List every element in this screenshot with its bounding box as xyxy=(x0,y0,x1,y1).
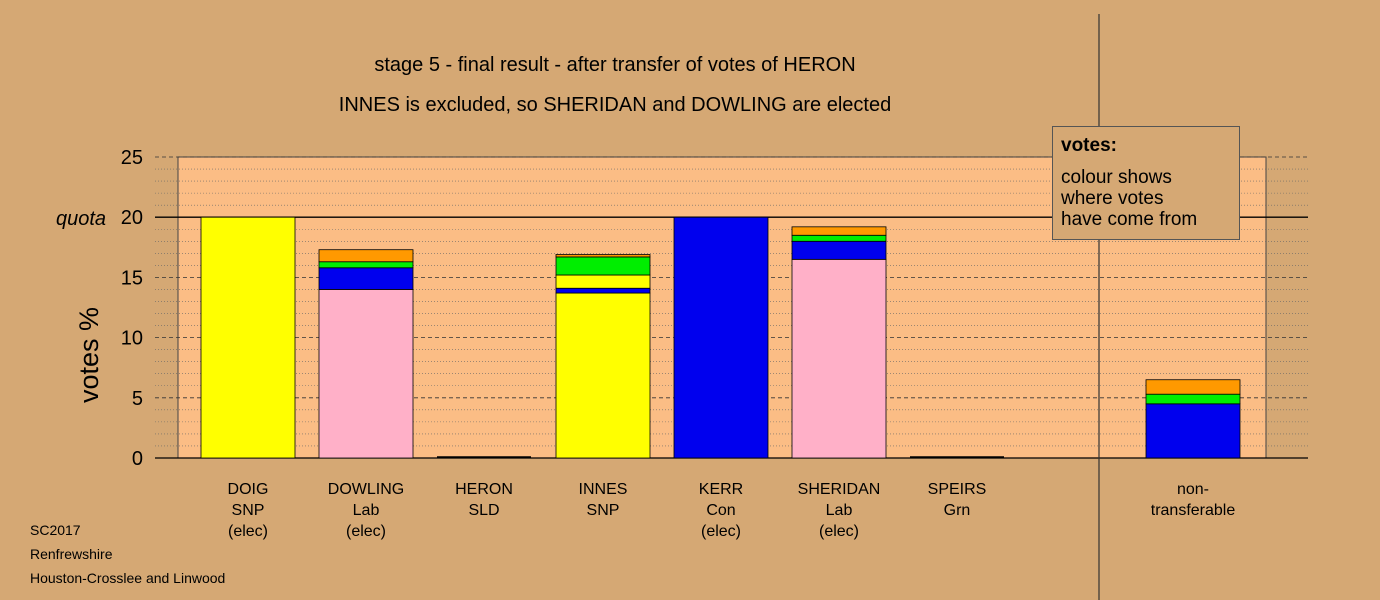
x-tick-label: transferable xyxy=(1151,502,1236,519)
chart-title: stage 5 - final result - after transfer … xyxy=(374,54,856,76)
bar-segment-grn xyxy=(791,234,887,242)
y-tick-label: 5 xyxy=(132,388,143,410)
x-tick-label: Con xyxy=(706,502,735,519)
legend-title: votes: xyxy=(1061,135,1117,156)
y-tick-label: 20 xyxy=(121,207,143,229)
x-tick-label: SNP xyxy=(232,502,265,519)
bar-segment-snp xyxy=(555,274,651,289)
bar-segment-lab xyxy=(791,258,887,459)
footer-council: Renfrewshire xyxy=(30,546,113,562)
x-tick-label: (elec) xyxy=(819,523,859,540)
quota-label: quota xyxy=(56,208,106,230)
bar-segment-sld xyxy=(791,226,887,236)
footer-ward: Houston-Crosslee and Linwood xyxy=(30,570,226,586)
legend-line: where votes xyxy=(1061,188,1164,209)
legend-line: have come from xyxy=(1061,209,1198,230)
x-tick-label: INNES xyxy=(579,481,628,498)
x-tick-label: (elec) xyxy=(346,523,386,540)
bar-segment-con xyxy=(791,240,887,260)
x-tick-label: SHERIDAN xyxy=(798,481,881,498)
x-tick-label: HERON xyxy=(455,481,513,498)
x-tick-label: DOIG xyxy=(228,481,269,498)
y-axis-label: votes % xyxy=(74,307,104,403)
x-tick-label: SNP xyxy=(587,502,620,519)
bar-segment-snp xyxy=(200,216,296,459)
bar-segment-snp xyxy=(555,292,651,459)
legend-line: colour shows xyxy=(1061,167,1172,188)
x-tick-label: Lab xyxy=(353,502,380,519)
y-tick-label: 0 xyxy=(132,448,143,470)
bar-segment-con xyxy=(555,287,651,294)
bar-segment-sld xyxy=(318,249,414,263)
bar-segment-sld xyxy=(555,254,651,258)
legend-box: votes: colour shows where votes have com… xyxy=(1052,126,1240,240)
y-tick-label: 15 xyxy=(121,267,143,289)
x-tick-label: Lab xyxy=(826,502,853,519)
y-tick-label: 25 xyxy=(121,147,143,169)
x-tick-label: SPEIRS xyxy=(928,481,987,498)
bar-segment-sld xyxy=(1145,379,1241,395)
bar-segment-lab xyxy=(318,289,414,459)
footer-election: SC2017 xyxy=(30,522,81,538)
x-tick-label: DOWLING xyxy=(328,481,404,498)
x-tick-label: non- xyxy=(1177,481,1209,498)
bar-segment-grn xyxy=(1145,393,1241,405)
x-tick-label: KERR xyxy=(699,481,743,498)
bar-segment-con xyxy=(673,216,769,459)
x-tick-label: SLD xyxy=(468,502,499,519)
bar-segment-con xyxy=(1145,403,1241,459)
x-tick-label: (elec) xyxy=(701,523,741,540)
bar-segment-grn xyxy=(318,261,414,269)
bar-segment-con xyxy=(318,267,414,290)
chart-subtitle: INNES is excluded, so SHERIDAN and DOWLI… xyxy=(338,94,892,116)
bar-segment-grn xyxy=(555,256,651,276)
y-tick-label: 10 xyxy=(121,328,143,350)
x-tick-label: (elec) xyxy=(228,523,268,540)
x-tick-label: Grn xyxy=(944,502,971,519)
